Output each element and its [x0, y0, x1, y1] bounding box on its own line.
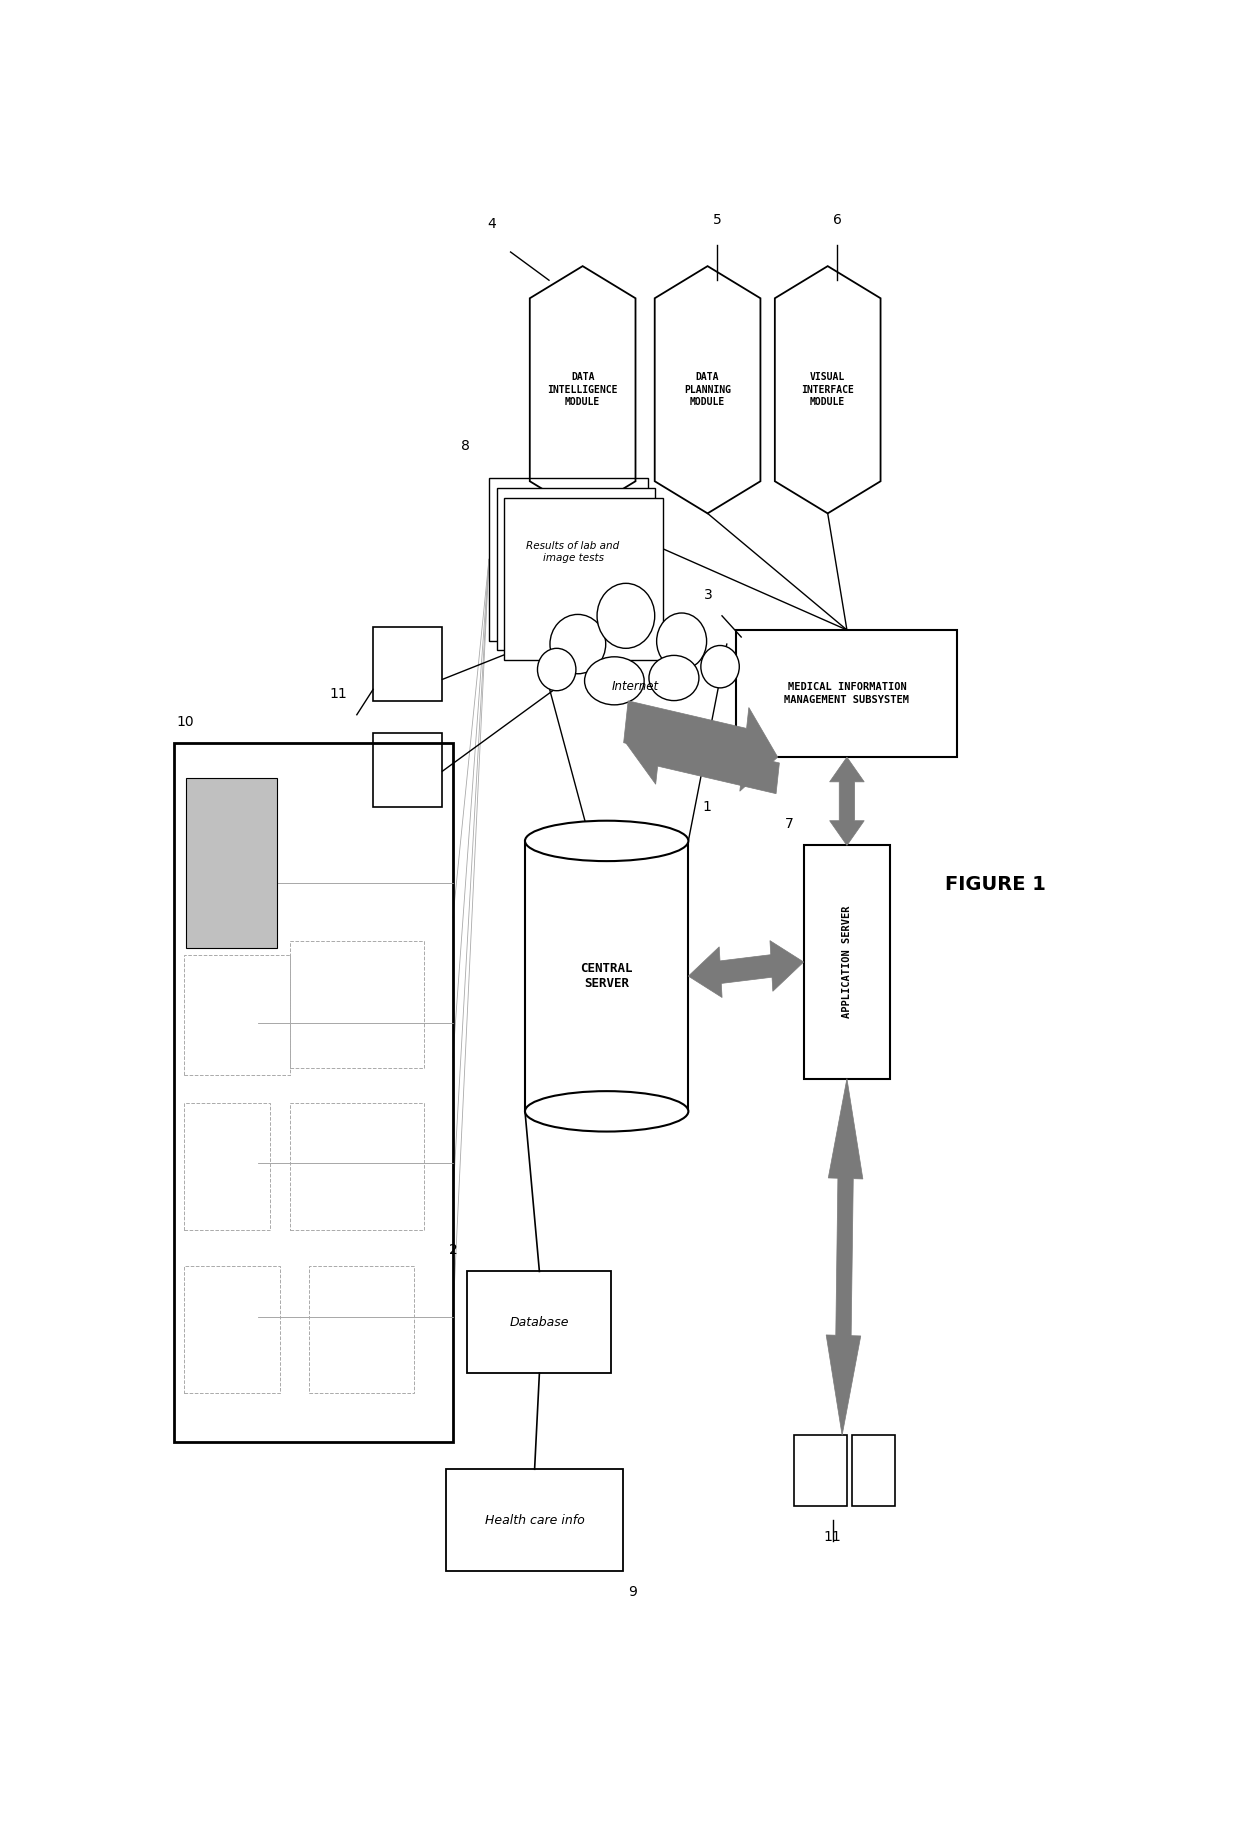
Text: 7: 7 [785, 817, 794, 831]
Text: 8: 8 [461, 439, 470, 453]
Ellipse shape [551, 615, 605, 673]
Ellipse shape [657, 613, 707, 670]
Text: 6: 6 [833, 213, 842, 226]
Text: 9: 9 [629, 1585, 637, 1598]
Text: 10: 10 [176, 716, 193, 728]
Text: 5: 5 [713, 213, 722, 226]
Text: 11: 11 [330, 686, 347, 701]
Text: DATA
INTELLIGENCE
MODULE: DATA INTELLIGENCE MODULE [547, 373, 618, 407]
Polygon shape [688, 941, 804, 998]
Text: Results of lab and
image tests: Results of lab and image tests [527, 541, 620, 563]
FancyBboxPatch shape [505, 497, 663, 661]
Text: 2: 2 [449, 1244, 458, 1257]
Text: CENTRAL
SERVER: CENTRAL SERVER [580, 962, 632, 991]
Ellipse shape [537, 648, 575, 690]
Text: Health care info: Health care info [485, 1514, 584, 1527]
Text: MEDICAL INFORMATION
MANAGEMENT SUBSYSTEM: MEDICAL INFORMATION MANAGEMENT SUBSYSTEM [785, 683, 909, 705]
FancyBboxPatch shape [186, 778, 277, 949]
Polygon shape [624, 701, 777, 791]
Text: DATA
PLANNING
MODULE: DATA PLANNING MODULE [684, 373, 732, 407]
Ellipse shape [525, 820, 688, 861]
FancyBboxPatch shape [497, 488, 655, 650]
Polygon shape [626, 717, 780, 795]
Ellipse shape [649, 655, 699, 701]
Text: VISUAL
INTERFACE
MODULE: VISUAL INTERFACE MODULE [801, 373, 854, 407]
Ellipse shape [525, 1092, 688, 1132]
Text: Database: Database [510, 1316, 569, 1329]
Ellipse shape [584, 657, 644, 705]
Text: Internet: Internet [611, 681, 660, 694]
FancyBboxPatch shape [489, 479, 647, 640]
Polygon shape [826, 1079, 863, 1435]
Text: 1: 1 [703, 800, 712, 813]
Text: 3: 3 [703, 587, 712, 602]
Text: 4: 4 [487, 217, 496, 231]
Ellipse shape [596, 584, 655, 648]
Polygon shape [830, 758, 864, 846]
Text: FIGURE 1: FIGURE 1 [945, 875, 1047, 894]
Text: 11: 11 [823, 1530, 842, 1543]
Ellipse shape [701, 646, 739, 688]
Text: APPLICATION SERVER: APPLICATION SERVER [842, 906, 852, 1018]
